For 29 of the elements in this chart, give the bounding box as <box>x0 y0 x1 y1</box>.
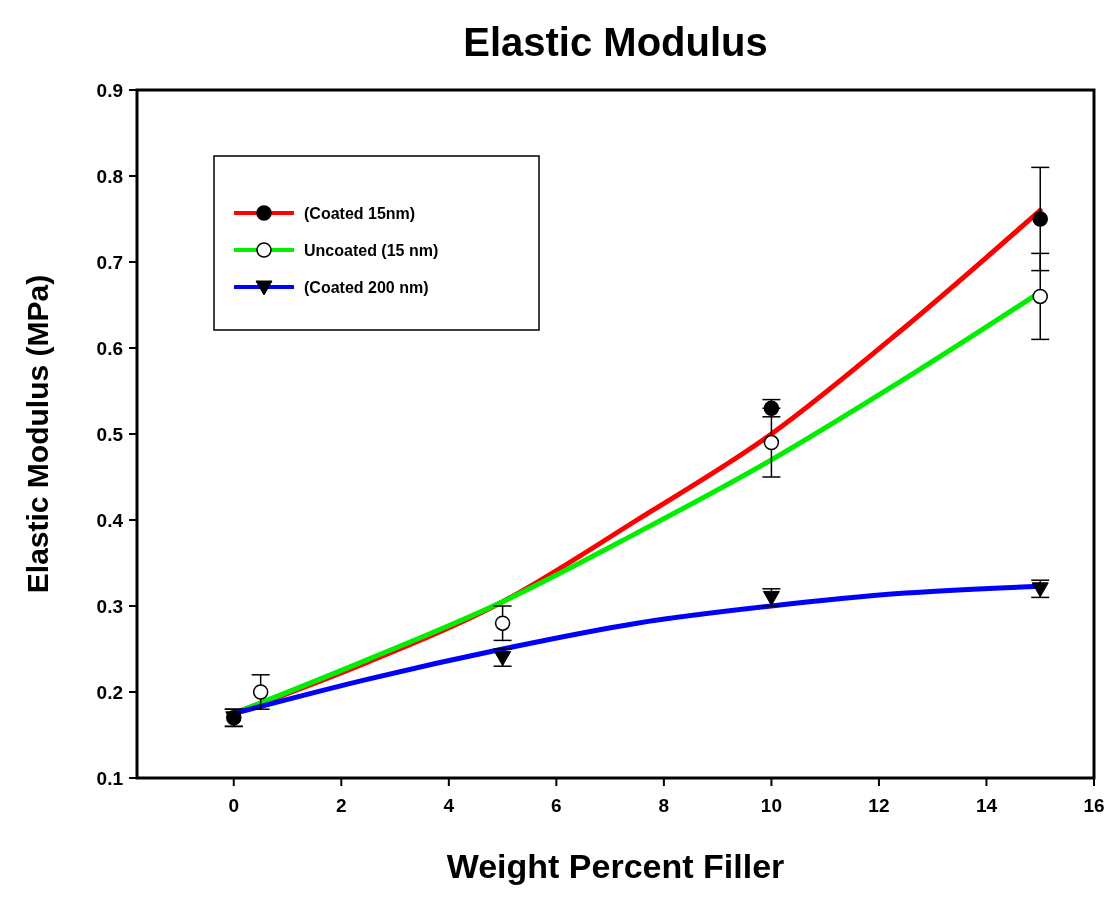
y-tick-label: 0.3 <box>96 596 123 617</box>
x-tick-label: 8 <box>658 795 670 816</box>
x-tick-label: 6 <box>551 795 562 816</box>
x-tick-label: 4 <box>443 795 455 816</box>
point <box>494 615 511 631</box>
x-axis-title: Weight Percent Filler <box>446 847 785 885</box>
x-tick-label: 14 <box>975 795 998 816</box>
legend-label: (Coated 15nm) <box>304 205 416 222</box>
x-tick-label: 0 <box>228 795 240 816</box>
y-tick-label: 0.4 <box>96 510 124 531</box>
y-axis-title: Elastic Modulus (MPa) <box>21 274 54 594</box>
point <box>763 434 780 451</box>
x-tick-label: 10 <box>760 795 782 816</box>
point <box>1032 288 1048 305</box>
x-tick-label: 16 <box>1083 795 1105 816</box>
x-tick-label: 2 <box>336 795 347 816</box>
point <box>252 684 269 700</box>
point <box>1032 211 1048 227</box>
y-tick-label: 0.8 <box>96 166 123 187</box>
y-tick-label: 0.9 <box>96 80 123 101</box>
chart-title: Elastic Modulus <box>463 20 768 64</box>
x-tick-label: 12 <box>868 795 890 816</box>
y-tick-label: 0.7 <box>96 252 123 273</box>
y-tick-label: 0.2 <box>96 682 123 703</box>
y-tick-label: 0.1 <box>96 768 124 789</box>
y-tick-label: 0.5 <box>96 424 124 445</box>
y-tick-label: 0.6 <box>96 338 123 359</box>
legend-label: (Coated 200 nm) <box>304 279 429 296</box>
legend-label: Uncoated (15 nm) <box>304 242 439 259</box>
